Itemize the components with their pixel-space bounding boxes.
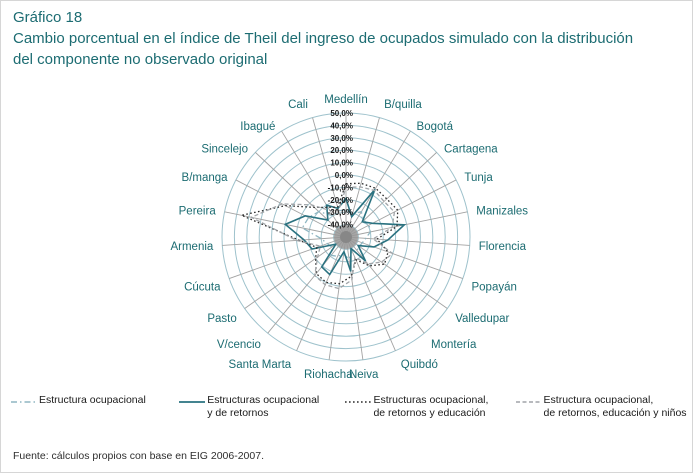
axis-label-city: Armenia xyxy=(170,241,213,253)
legend-label-line2: de retornos, educación y niños xyxy=(543,407,687,419)
grid-spoke xyxy=(345,236,463,279)
axis-label-city: V/cencio xyxy=(217,339,261,351)
legend-line-sample-2 xyxy=(179,401,206,403)
axis-label-city: Sincelejo xyxy=(201,143,248,155)
axis-label-city: Tunja xyxy=(464,172,493,184)
grid-spoke xyxy=(255,152,347,238)
axis-label-city: Santa Marta xyxy=(229,359,292,371)
grid-spoke xyxy=(281,130,347,238)
radial-tick-label: 20,0% xyxy=(330,146,353,155)
axis-label-city: Florencia xyxy=(479,241,527,253)
radial-tick-label: 0,0% xyxy=(335,171,353,180)
legend-label-line2: y de retornos xyxy=(207,407,269,419)
legend-label: Estructura ocupacional, xyxy=(543,394,654,406)
legend-item-estructuras-retornos-educacion: Estructuras ocupacional, de retornos y e… xyxy=(345,394,501,420)
legend-label: Estructuras ocupacional xyxy=(207,394,320,406)
legend-item-estructura-ocupacional: Estructura ocupacional xyxy=(11,394,165,407)
grid-spoke xyxy=(345,236,396,351)
center-blob-core xyxy=(340,231,352,243)
axis-label-city: Cartagena xyxy=(444,143,498,155)
grid-spoke xyxy=(345,152,437,238)
grid-spoke xyxy=(244,236,347,309)
axis-label-city: Cúcuta xyxy=(184,282,221,294)
grid-spoke xyxy=(345,179,457,238)
figure-title: Cambio porcentual en el índice de Theil … xyxy=(13,30,634,68)
radial-tick-label: 50,0% xyxy=(330,109,353,118)
axis-label-city: Manizales xyxy=(476,206,528,218)
legend-label: Estructura ocupacional xyxy=(39,394,146,406)
legend-line-sample-3 xyxy=(345,401,372,403)
grid-spoke xyxy=(267,236,347,334)
axis-label-city: Cali xyxy=(288,99,308,111)
radial-tick-label: 30,0% xyxy=(330,134,353,143)
radial-tick-label: 40,0% xyxy=(330,121,353,130)
legend-line-sample-4 xyxy=(515,401,542,403)
legend-label-line2: de retornos y educación xyxy=(373,407,486,419)
grid-spoke xyxy=(345,211,468,238)
grid-spoke xyxy=(345,236,425,334)
axis-label-city: Medellín xyxy=(324,94,367,106)
legend-item-estructuras-ocupacional-retornos: Estructuras ocupacional y de retornos xyxy=(179,394,331,420)
axis-label-city: B/manga xyxy=(182,172,229,184)
grid-spoke xyxy=(345,236,470,246)
legend-line-sample-1 xyxy=(11,401,37,403)
grid-spoke xyxy=(296,236,347,351)
grid-spoke xyxy=(222,236,347,246)
radar-chart: 50,0% 40,0% 30,0% 20,0% 10,0% 0,0% -10,0% -20,0… xyxy=(141,87,561,389)
source-note: Fuente: cálculos propios con base en EIG… xyxy=(13,450,264,462)
radial-tick-label: -20,0% xyxy=(328,196,353,205)
series-line-2 xyxy=(283,188,407,276)
radial-tick-label: -40,0% xyxy=(328,221,353,230)
series-line-3 xyxy=(239,182,399,285)
radial-tick-label: -10,0% xyxy=(328,183,353,192)
legend-label: Estructuras ocupacional, xyxy=(373,394,489,406)
axis-label-city: Riohacha xyxy=(304,369,353,381)
grid-spoke xyxy=(345,236,448,309)
figure-number: Gráfico 18 xyxy=(13,9,83,26)
chart-legend: Estructura ocupacional Estructuras ocupa… xyxy=(11,394,689,420)
axis-label-city: Bogotá xyxy=(417,121,454,133)
grid-spoke xyxy=(229,236,347,279)
axis-label-city: B/quilla xyxy=(384,99,422,111)
grid-spoke xyxy=(235,179,347,238)
axis-label-city: Pasto xyxy=(207,313,236,325)
axis-label-city: Ibagué xyxy=(240,121,275,133)
axis-label-city: Valledupar xyxy=(455,313,509,325)
grid-spoke xyxy=(312,117,347,238)
series-line-4 xyxy=(249,186,396,290)
axis-label-city: Neiva xyxy=(349,369,379,381)
axis-label-city: Popayán xyxy=(471,282,516,294)
radar-chart-svg: 50,0% 40,0% 30,0% 20,0% 10,0% 0,0% -10,0% -20,0… xyxy=(170,94,528,381)
legend-item-estructura-retornos-educacion-ninos: Estructura ocupacional, de retornos, edu… xyxy=(515,394,689,420)
radial-tick-label: -30,0% xyxy=(328,208,353,217)
grid-spoke xyxy=(345,236,364,360)
radial-tick-label: 10,0% xyxy=(330,159,353,168)
axis-label-city: Montería xyxy=(431,339,477,351)
axis-label-city: Quibdó xyxy=(401,359,438,371)
grid-spoke xyxy=(345,130,411,238)
figure-caption: Gráfico 18 Cambio porcentual en el índic… xyxy=(13,7,673,70)
axis-label-city: Pereira xyxy=(179,206,217,218)
grid-spoke xyxy=(328,236,347,360)
